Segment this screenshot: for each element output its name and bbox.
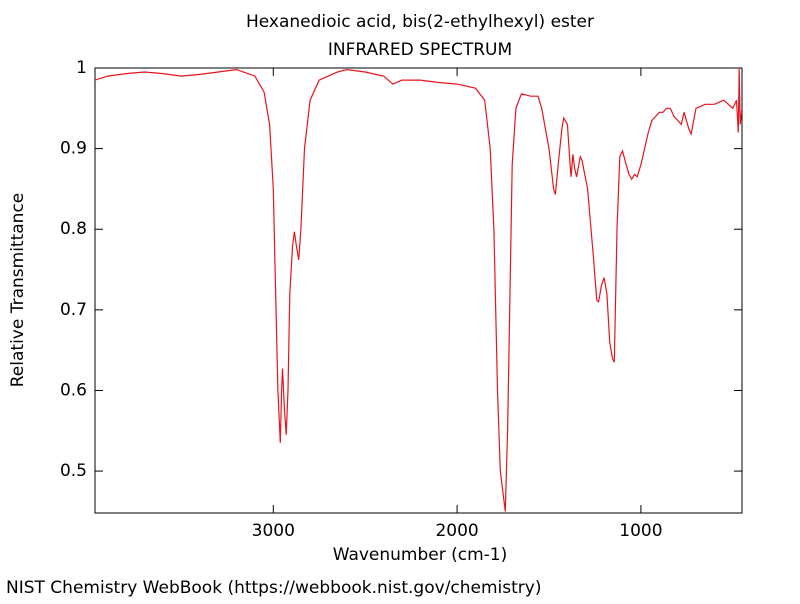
y-tick-label: 1 bbox=[76, 58, 87, 78]
y-tick-label: 0.6 bbox=[60, 380, 87, 400]
footer: NIST Chemistry WebBook (https://webbook.… bbox=[6, 578, 541, 598]
plot-frame bbox=[94, 67, 743, 514]
x-tick-label: 1000 bbox=[619, 521, 662, 541]
y-tick-label: 0.9 bbox=[60, 139, 87, 159]
y-tick-label: 0.8 bbox=[60, 219, 87, 239]
spectrum-line bbox=[95, 67, 742, 512]
x-tick-label: 3000 bbox=[252, 521, 295, 541]
y-tick-label: 0.7 bbox=[60, 300, 87, 320]
x-axis-label: Wavenumber (cm-1) bbox=[333, 545, 508, 565]
x-tick-label: 2000 bbox=[435, 521, 478, 541]
chart-subtitle: INFRARED SPECTRUM bbox=[328, 40, 512, 60]
chart-title: Hexanedioic acid, bis(2-ethylhexyl) este… bbox=[246, 12, 594, 32]
y-axis-label: Relative Transmittance bbox=[8, 193, 28, 388]
y-tick-label: 0.5 bbox=[60, 461, 87, 481]
